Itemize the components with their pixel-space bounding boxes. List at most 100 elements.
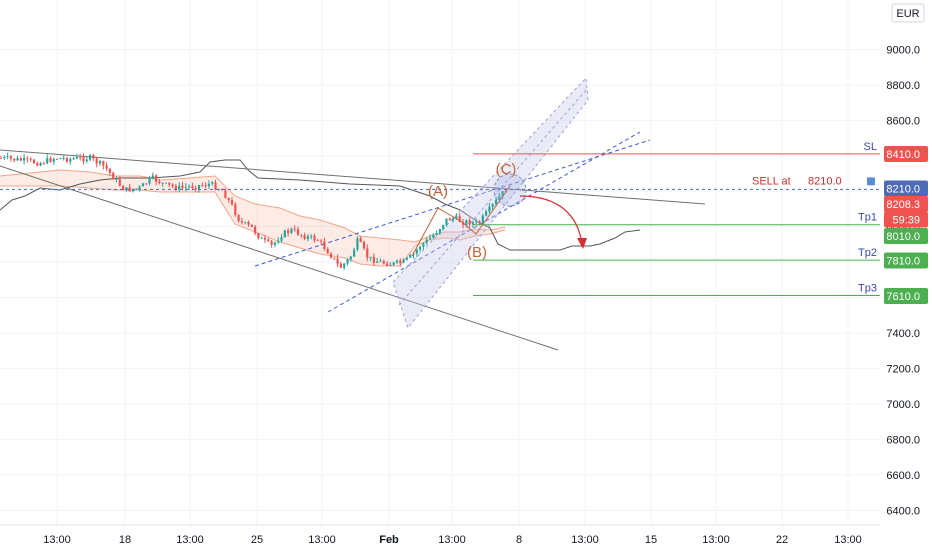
candle-body <box>333 257 336 259</box>
candle-body <box>69 158 72 162</box>
entry-price: 8210.0 <box>808 175 842 187</box>
candle-body <box>386 263 389 266</box>
candle-body <box>59 158 62 160</box>
x-tick-label: 13:00 <box>571 534 599 546</box>
candle-body <box>392 262 395 265</box>
candle-body <box>244 222 247 223</box>
dashed-line-upper <box>254 139 651 267</box>
candle-body <box>343 263 346 268</box>
candle-body <box>402 259 405 263</box>
candle-body <box>260 237 263 239</box>
candle-body <box>32 159 36 164</box>
candle-body <box>105 165 108 169</box>
candle-body <box>478 221 481 223</box>
candle-body <box>112 172 115 180</box>
candle-body <box>161 182 164 184</box>
projection-arrowhead <box>577 238 587 249</box>
candle-body <box>382 260 385 264</box>
entry-icon <box>867 177 875 186</box>
price-tag <box>884 252 928 269</box>
y-tick-label: 8800.0 <box>886 80 920 92</box>
candle-body <box>214 182 217 190</box>
candle-body <box>353 249 356 257</box>
candle-body <box>435 233 438 235</box>
candle-body <box>197 185 201 189</box>
channel-fill <box>392 76 589 330</box>
candles <box>0 152 507 270</box>
level-label-sl: SL <box>864 141 877 153</box>
candle-body <box>419 246 422 250</box>
candle-body <box>498 196 501 200</box>
x-tick-label: Feb <box>379 534 399 546</box>
upper-trendline <box>0 149 706 205</box>
candle-body <box>306 236 309 239</box>
candle-body <box>56 159 59 160</box>
candle-body <box>221 189 224 191</box>
candle-body <box>296 229 300 235</box>
cloud-band <box>0 169 506 267</box>
candle-body <box>273 242 276 245</box>
candle-body <box>118 179 121 186</box>
candle-body <box>389 264 392 266</box>
candle-body <box>23 157 26 161</box>
candle-body <box>13 158 16 161</box>
candle-body <box>148 177 151 184</box>
candle-body <box>442 225 445 229</box>
candle-body <box>79 157 82 158</box>
candle-body <box>425 239 428 244</box>
candle-body <box>366 248 369 258</box>
candle-body <box>98 161 102 164</box>
candle-body <box>240 221 243 223</box>
wave-labels: (A)(B)(C) <box>411 161 587 261</box>
price-tag <box>884 288 928 304</box>
candle-body <box>405 257 408 260</box>
price-tag <box>884 211 928 228</box>
candle-body <box>72 158 75 160</box>
candle-body <box>184 186 187 188</box>
candle-body <box>42 163 45 164</box>
candle-body <box>82 157 85 162</box>
candle-body <box>194 188 197 189</box>
wave-label: (A) <box>428 183 448 200</box>
y-tick-label: 8600.0 <box>886 116 920 128</box>
candle-body <box>247 222 250 225</box>
candle-body <box>316 240 319 242</box>
candle-body <box>277 240 280 243</box>
candle-body <box>211 182 214 184</box>
envelope-path <box>0 159 641 251</box>
candle-body <box>135 188 138 190</box>
candle-body <box>62 158 65 159</box>
projection-arrow <box>519 195 583 245</box>
candle-body <box>6 156 9 158</box>
levels: SL Tp1 Tp2 Tp3 SELL at 8210.0 <box>0 141 880 297</box>
price-tag-label: 59:39 <box>892 215 920 227</box>
candle-body <box>346 259 349 264</box>
candle-body <box>399 260 402 263</box>
candle-body <box>395 260 399 263</box>
wave-label: (B) <box>467 244 487 261</box>
y-tick-label: 7400.0 <box>886 328 920 340</box>
candle-body <box>230 200 234 205</box>
candle-body <box>108 168 111 173</box>
candle-body <box>217 189 220 191</box>
candle-body <box>488 206 491 212</box>
candle-body <box>422 243 425 247</box>
candle-body <box>438 228 441 234</box>
lower-trendline <box>0 165 559 351</box>
price-tag-label: 8210.0 <box>886 184 920 196</box>
candle-body <box>376 261 379 263</box>
candle-body <box>267 239 270 241</box>
candle-body <box>339 263 342 268</box>
candle-body <box>3 156 6 159</box>
currency-box <box>891 3 925 23</box>
candle-body <box>125 187 128 191</box>
x-tick-label: 18 <box>119 534 131 546</box>
candle-body <box>465 220 468 225</box>
candle-body <box>102 161 105 166</box>
candle-body <box>29 158 32 160</box>
candle-body <box>455 216 458 219</box>
wave-path <box>411 185 511 257</box>
candle-body <box>164 182 168 184</box>
